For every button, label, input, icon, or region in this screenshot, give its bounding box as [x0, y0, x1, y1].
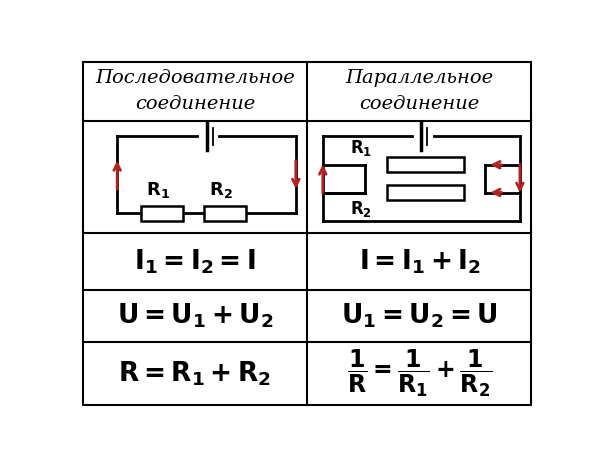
Bar: [204, 206, 246, 221]
Bar: [387, 157, 464, 172]
Text: $\mathbf{U = U_1 + U_2}$: $\mathbf{U = U_1 + U_2}$: [117, 302, 273, 330]
Text: $\mathbf{R_2}$: $\mathbf{R_2}$: [350, 200, 372, 219]
Text: $\mathbf{R_1}$: $\mathbf{R_1}$: [146, 180, 170, 200]
Text: $\mathbf{R_1}$: $\mathbf{R_1}$: [350, 138, 373, 158]
Text: $\mathbf{\dfrac{1}{R} = \dfrac{1}{R_1} + \dfrac{1}{R_2}}$: $\mathbf{\dfrac{1}{R} = \dfrac{1}{R_1} +…: [347, 348, 492, 399]
Bar: [141, 206, 183, 221]
Bar: [387, 185, 464, 200]
Text: $\mathbf{I = I_1 + I_2}$: $\mathbf{I = I_1 + I_2}$: [359, 247, 480, 276]
Text: Параллельное
соединение: Параллельное соединение: [346, 69, 494, 114]
Text: $\mathbf{R_2}$: $\mathbf{R_2}$: [209, 180, 233, 200]
Text: $\mathbf{R = R_1 + R_2}$: $\mathbf{R = R_1 + R_2}$: [119, 359, 271, 388]
Text: Последовательное
соединение: Последовательное соединение: [95, 69, 295, 114]
Text: $\mathbf{U_1 = U_2 = U}$: $\mathbf{U_1 = U_2 = U}$: [341, 302, 498, 330]
Text: $\mathbf{I_1 = I_2 = I}$: $\mathbf{I_1 = I_2 = I}$: [134, 247, 256, 276]
